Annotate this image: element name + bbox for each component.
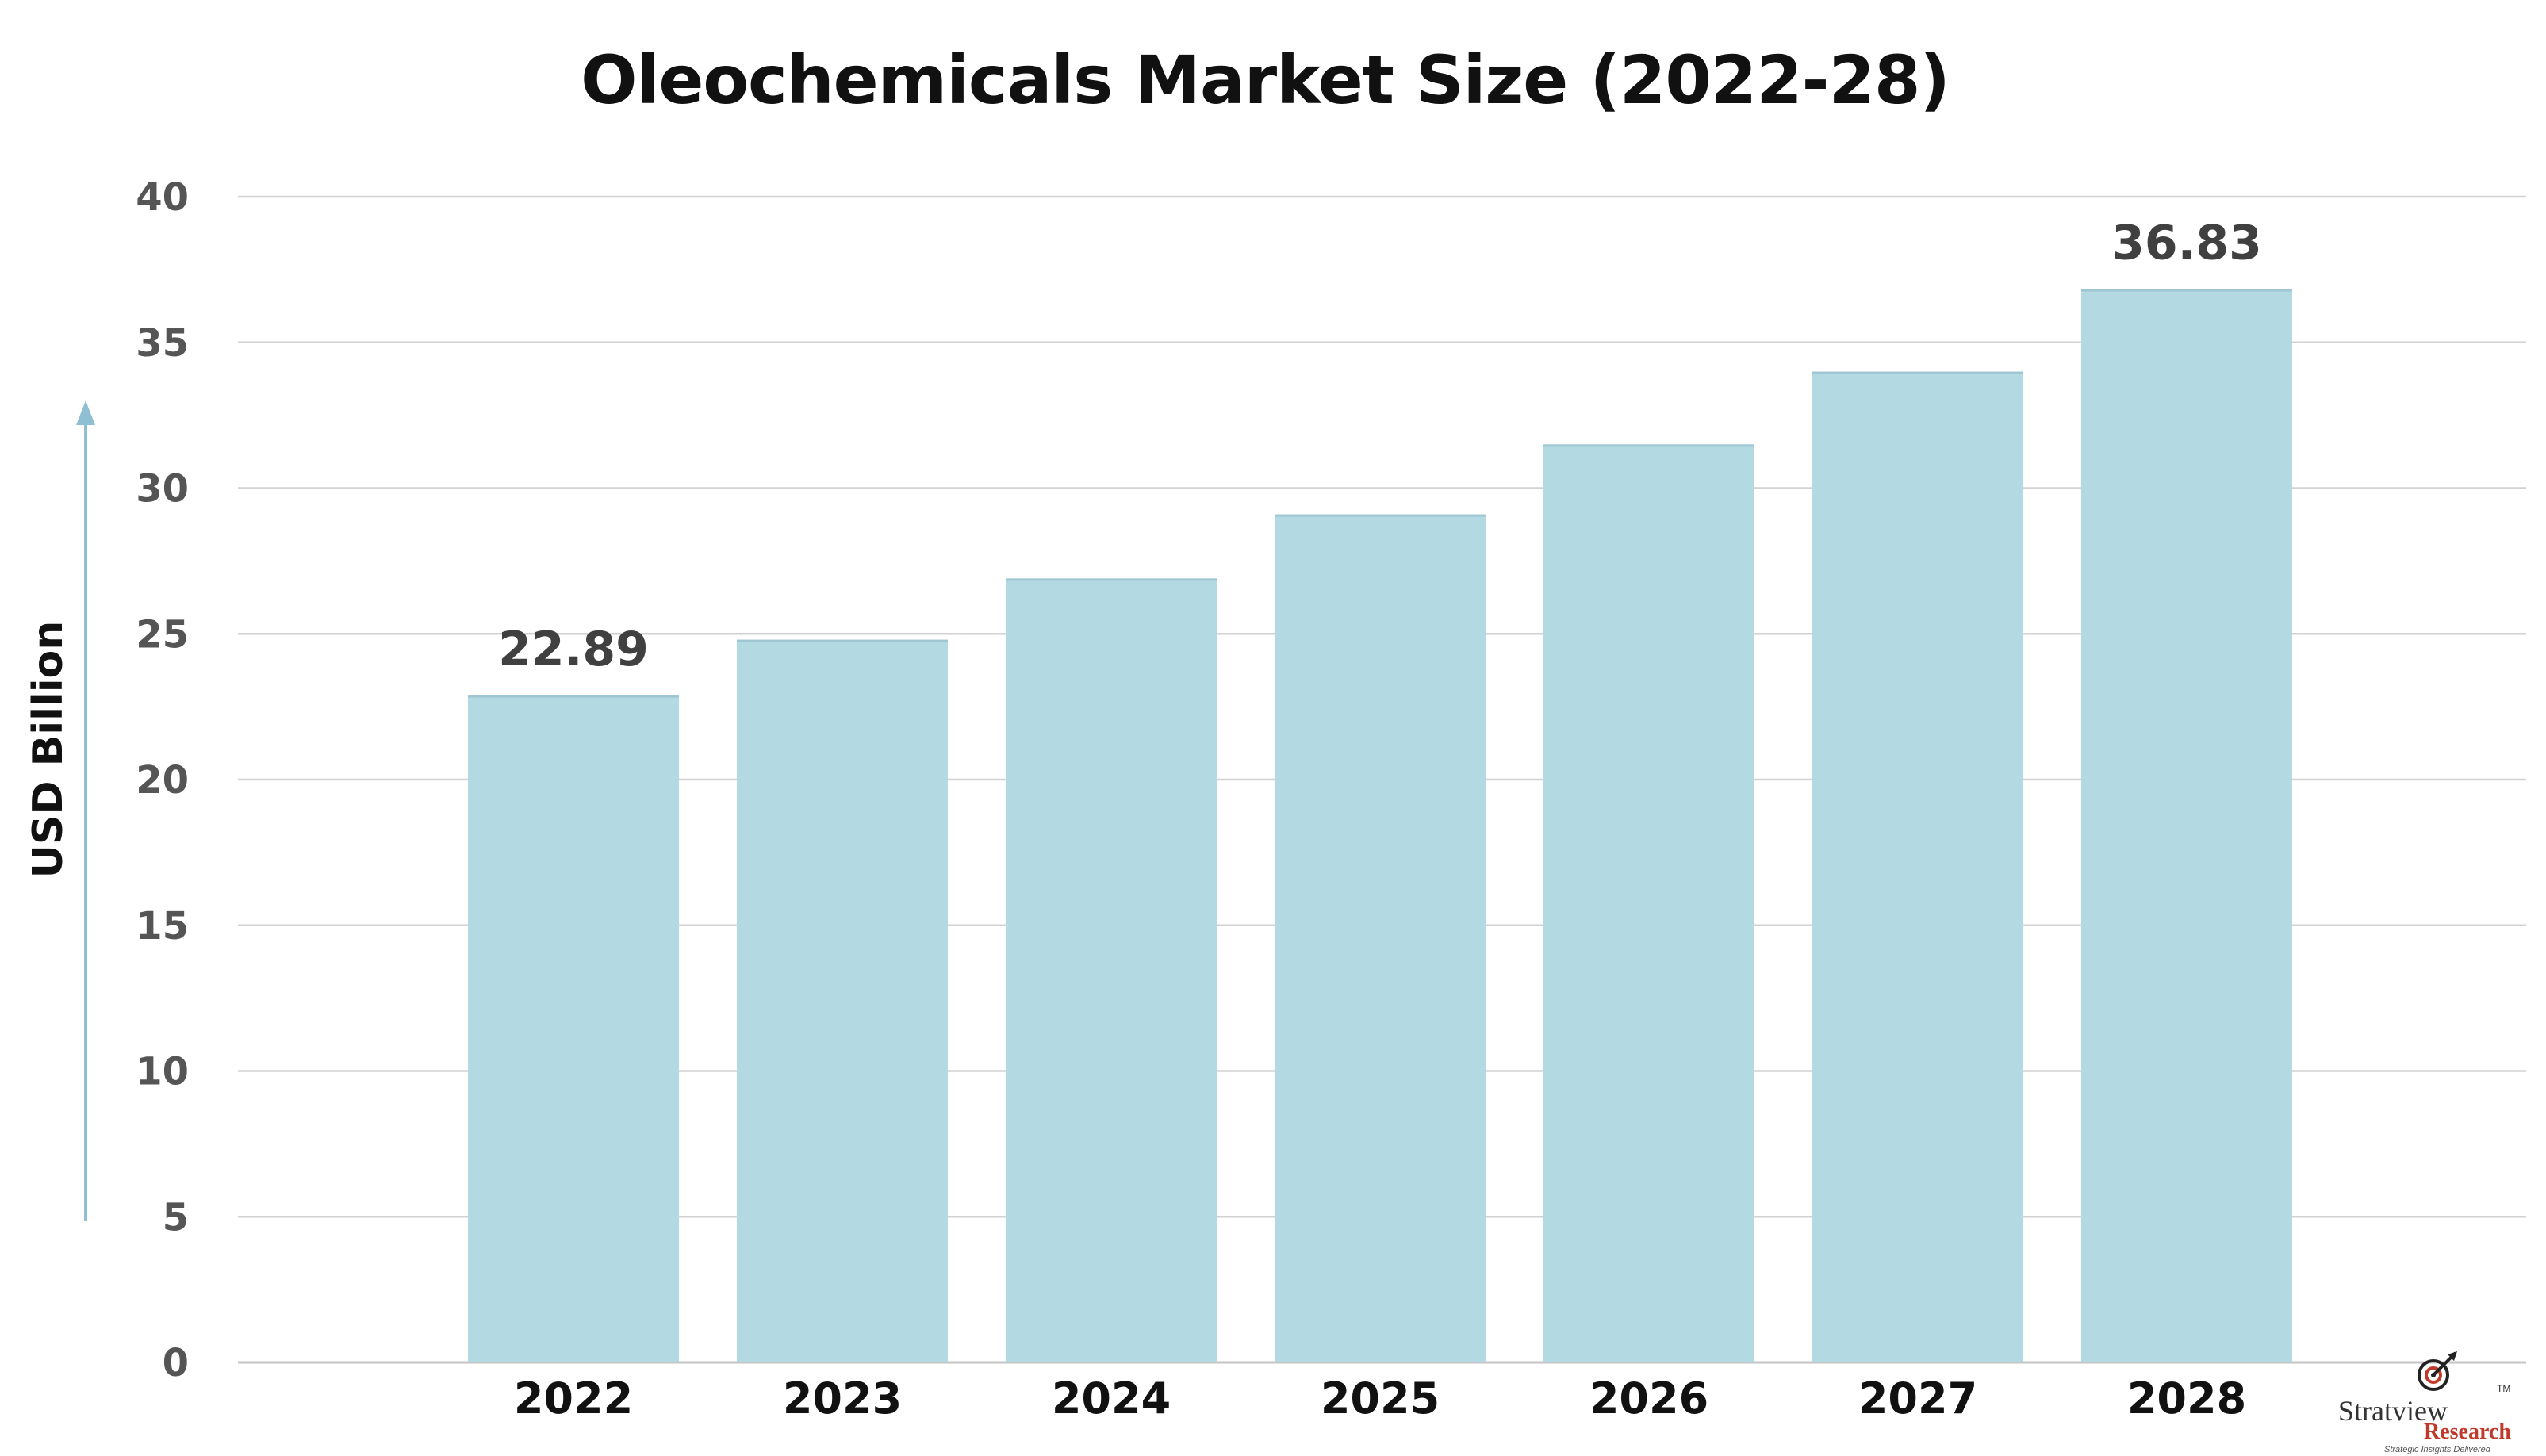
y-tick-label: 5 (163, 1195, 189, 1240)
data-labels: 22.89 36.83 (498, 215, 2262, 676)
bar-2022 (468, 695, 679, 1362)
bar-2028 (2081, 289, 2292, 1362)
y-axis-ticks: 0 5 10 15 20 25 30 35 40 (136, 175, 189, 1385)
x-axis-categories: 2022 2023 2024 2025 2026 2027 2028 (514, 1374, 2246, 1423)
logo-trademark: TM (2497, 1383, 2511, 1394)
stratview-logo: Stratview TM Research Strategic Insights… (2338, 1348, 2521, 1454)
x-category-2023: 2023 (783, 1374, 902, 1423)
y-tick-label: 30 (136, 467, 189, 512)
bar-2026 (1543, 444, 1754, 1362)
y-tick-label: 35 (136, 321, 189, 366)
logo-subname: Research (2424, 1420, 2511, 1444)
y-axis-title: USD Billion (25, 621, 72, 879)
x-category-2022: 2022 (514, 1374, 633, 1423)
x-category-2024: 2024 (1052, 1374, 1171, 1423)
x-category-2025: 2025 (1321, 1374, 1440, 1423)
y-tick-label: 0 (163, 1341, 189, 1385)
y-axis-title-group: USD Billion (25, 400, 95, 1221)
data-label-2022: 22.89 (498, 622, 649, 677)
x-category-2027: 2027 (1858, 1374, 1977, 1423)
y-tick-label: 40 (136, 175, 189, 220)
y-tick-label: 10 (136, 1050, 189, 1094)
target-arrow-icon (2418, 1351, 2457, 1391)
y-tick-label: 25 (136, 612, 189, 657)
y-axis-arrow-head (76, 400, 95, 425)
chart-title: Oleochemicals Market Size (2022-28) (581, 41, 1950, 119)
bar-2025 (1275, 514, 1486, 1363)
y-tick-label: 20 (136, 758, 189, 803)
bar-2024 (1006, 578, 1217, 1362)
bar-2027 (1812, 371, 2023, 1362)
y-tick-label: 15 (136, 904, 189, 948)
bars (468, 289, 2292, 1363)
x-category-2026: 2026 (1589, 1374, 1708, 1423)
x-category-2028: 2028 (2127, 1374, 2246, 1423)
data-label-2028: 36.83 (2111, 215, 2262, 270)
logo-name: Stratview (2338, 1395, 2448, 1427)
bar-2023 (737, 639, 948, 1362)
logo-tagline: Strategic Insights Delivered (2384, 1445, 2490, 1454)
